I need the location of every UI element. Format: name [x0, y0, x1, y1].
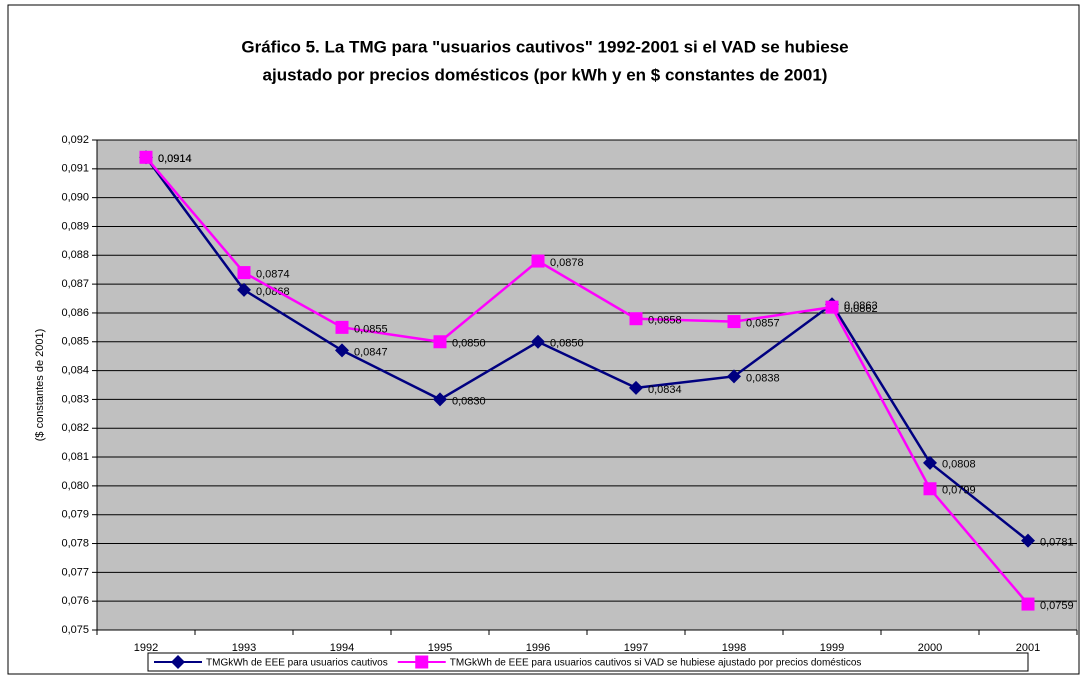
legend-marker [171, 655, 185, 669]
data-point [335, 343, 349, 358]
y-axis-label: ($ constantes de 2001) [34, 329, 46, 442]
y-tick-label: 0,090 [61, 192, 89, 204]
chart-title: Gráfico 5. La TMG para "usuarios cautivo… [241, 37, 848, 56]
legend-label: TMGkWh de EEE para usuarios cautivos [206, 658, 388, 669]
data-point [923, 482, 937, 496]
data-label: 0,0799 [942, 485, 976, 497]
x-tick-label: 1994 [330, 642, 354, 654]
data-point [1021, 533, 1035, 548]
y-tick-label: 0,084 [61, 364, 89, 376]
data-label: 0,0857 [746, 317, 780, 329]
data-point [531, 254, 545, 268]
data-point [433, 335, 447, 349]
x-tick-label: 1998 [722, 642, 746, 654]
data-label: 0,0830 [452, 395, 486, 407]
x-tick-label: 2000 [918, 642, 942, 654]
data-point [629, 312, 643, 326]
data-point [727, 369, 741, 384]
x-tick-label: 1993 [232, 642, 256, 654]
data-label: 0,0838 [746, 372, 780, 384]
x-tick-label: 1995 [428, 642, 452, 654]
data-label: 0,0862 [844, 303, 878, 315]
data-label: 0,0858 [648, 315, 682, 327]
y-tick-label: 0,081 [61, 451, 89, 463]
y-tick-label: 0,087 [61, 278, 89, 290]
y-tick-label: 0,082 [61, 422, 89, 434]
data-label: 0,0863 [844, 300, 878, 312]
data-label: 0,0855 [354, 323, 388, 335]
x-tick-label: 2001 [1016, 642, 1040, 654]
y-tick-label: 0,088 [61, 249, 89, 261]
legend-label: TMGkWh de EEE para usuarios cautivos si … [450, 658, 862, 669]
y-tick-label: 0,079 [61, 509, 89, 521]
y-tick-label: 0,078 [61, 537, 89, 549]
data-label: 0,0834 [648, 384, 682, 396]
x-tick-label: 1992 [134, 642, 158, 654]
y-tick-label: 0,091 [61, 163, 89, 175]
data-label: 0,0759 [1040, 600, 1074, 612]
y-tick-label: 0,077 [61, 566, 89, 578]
data-label: 0,0847 [354, 346, 388, 358]
x-tick-label: 1999 [820, 642, 844, 654]
x-tick-label: 1996 [526, 642, 550, 654]
data-label: 0,0874 [256, 268, 290, 280]
data-point [727, 315, 741, 329]
data-point [629, 380, 643, 395]
y-tick-label: 0,085 [61, 336, 89, 348]
data-point [237, 266, 251, 280]
legend-marker [415, 655, 429, 669]
data-label: 0,0850 [550, 338, 584, 350]
plot-area [96, 139, 1078, 631]
legend-box [147, 652, 1029, 672]
data-label: 0,0914 [158, 153, 192, 165]
data-label: 0,0878 [550, 257, 584, 269]
y-tick-label: 0,080 [61, 480, 89, 492]
chart-title: ajustado por precios domésticos (por kWh… [263, 65, 828, 84]
y-tick-label: 0,076 [61, 595, 89, 607]
series-line [145, 156, 1029, 605]
series-line [144, 156, 1029, 542]
data-label: 0,0850 [452, 338, 486, 350]
data-point [139, 150, 153, 164]
data-label: 0,0914 [158, 153, 192, 165]
data-label: 0,0781 [1040, 537, 1074, 549]
data-point [825, 300, 839, 314]
x-tick-label: 1997 [624, 642, 648, 654]
data-point [237, 282, 251, 297]
data-point [335, 320, 349, 334]
data-point [531, 334, 545, 349]
y-tick-label: 0,075 [61, 624, 89, 636]
data-label: 0,0808 [942, 459, 976, 471]
y-tick-label: 0,086 [61, 307, 89, 319]
data-point [923, 455, 937, 470]
y-tick-label: 0,089 [61, 220, 89, 232]
data-point [1021, 597, 1035, 611]
y-tick-label: 0,092 [61, 134, 89, 146]
data-point [433, 392, 447, 407]
y-tick-label: 0,083 [61, 393, 89, 405]
